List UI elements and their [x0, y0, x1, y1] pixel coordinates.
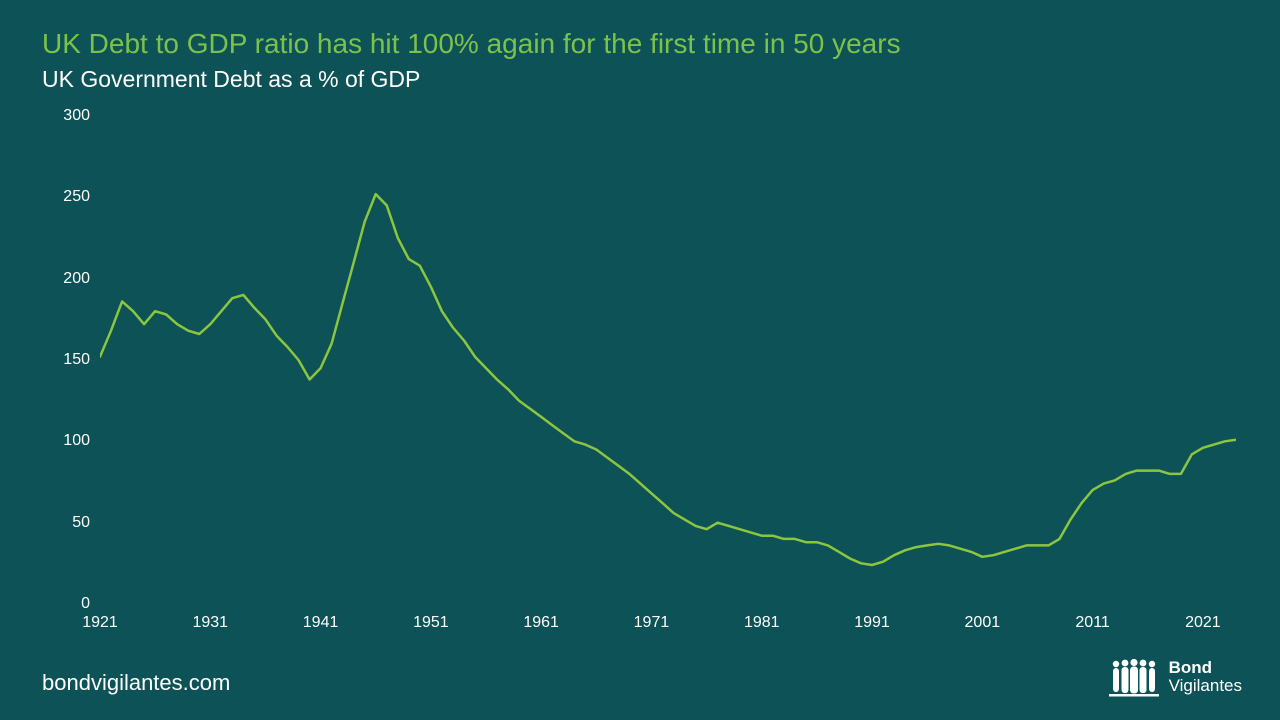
footer-url: bondvigilantes.com: [42, 670, 230, 696]
x-tick-label: 1991: [854, 614, 890, 632]
y-tick-label: 0: [42, 595, 90, 613]
brand-line1: Bond: [1169, 659, 1242, 677]
y-tick-label: 50: [42, 514, 90, 532]
chart-subtitle: UK Government Debt as a % of GDP: [42, 66, 420, 93]
chart-container: 0 50 100 150 200 250 300 1921 1931 1941 1951 1961 1…: [42, 108, 1242, 638]
x-tick-label: 1921: [82, 614, 118, 632]
x-tick-label: 1951: [413, 614, 449, 632]
x-tick-label: 1931: [192, 614, 228, 632]
x-tick-label: 1971: [634, 614, 670, 632]
x-tick-label: 1981: [744, 614, 780, 632]
brand-logo: Bond Vigilantes: [1109, 656, 1242, 698]
line-chart-svg: [100, 116, 1236, 604]
people-group-icon: [1109, 656, 1159, 698]
x-tick-label: 1961: [523, 614, 559, 632]
x-tick-label: 2021: [1185, 614, 1221, 632]
brand-text: Bond Vigilantes: [1169, 659, 1242, 695]
chart-plot-area: [100, 116, 1236, 604]
y-tick-label: 300: [42, 107, 90, 125]
brand-line2: Vigilantes: [1169, 677, 1242, 695]
chart-title: UK Debt to GDP ratio has hit 100% again …: [42, 28, 901, 60]
x-tick-label: 2001: [965, 614, 1001, 632]
x-tick-label: 1941: [303, 614, 339, 632]
y-tick-label: 150: [42, 351, 90, 369]
y-tick-label: 200: [42, 270, 90, 288]
debt-to-gdp-line: [100, 194, 1236, 565]
y-tick-label: 250: [42, 188, 90, 206]
x-tick-label: 2011: [1075, 614, 1109, 632]
y-tick-label: 100: [42, 432, 90, 450]
